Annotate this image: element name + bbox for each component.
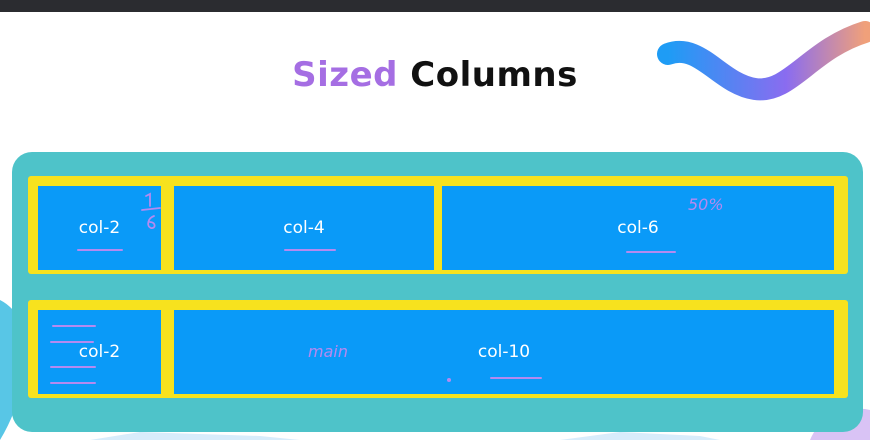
column-col-2: col-2 (38, 186, 161, 270)
column-col-6: col-6 (442, 186, 834, 270)
column-col-2: col-2 (38, 310, 161, 394)
column-col-4: col-4 (174, 186, 434, 270)
ink-underline (50, 341, 94, 343)
column-label: col-6 (617, 218, 659, 238)
ink-underline (50, 366, 96, 368)
ink-dot (447, 378, 451, 382)
column-label: col-2 (78, 218, 121, 238)
slide-title: Sized Columns (0, 55, 870, 95)
percent-note: 50% (688, 195, 724, 214)
bottom-decor (90, 432, 720, 440)
column-label: col-4 (283, 218, 325, 238)
fraction-sixth-icon (141, 192, 161, 229)
column-label: col-2 (78, 342, 121, 362)
column-label: col-10 (477, 342, 531, 362)
ink-underline (77, 249, 123, 251)
main-note: main (308, 342, 348, 361)
ink-underline (626, 251, 676, 253)
ink-underline (490, 377, 542, 379)
decorative-squiggle-icon (657, 21, 870, 101)
grid-row-1: col-2 col-4 col-6 (28, 176, 848, 274)
ink-underline (50, 382, 96, 384)
ink-underline (284, 249, 336, 251)
grid-row-2: col-2 col-10 (28, 300, 848, 398)
title-rest: Columns (397, 55, 578, 95)
ink-underline (52, 325, 96, 327)
column-col-10: col-10 (174, 310, 834, 394)
window-top-bar (0, 0, 870, 12)
title-accent: Sized (292, 55, 398, 95)
